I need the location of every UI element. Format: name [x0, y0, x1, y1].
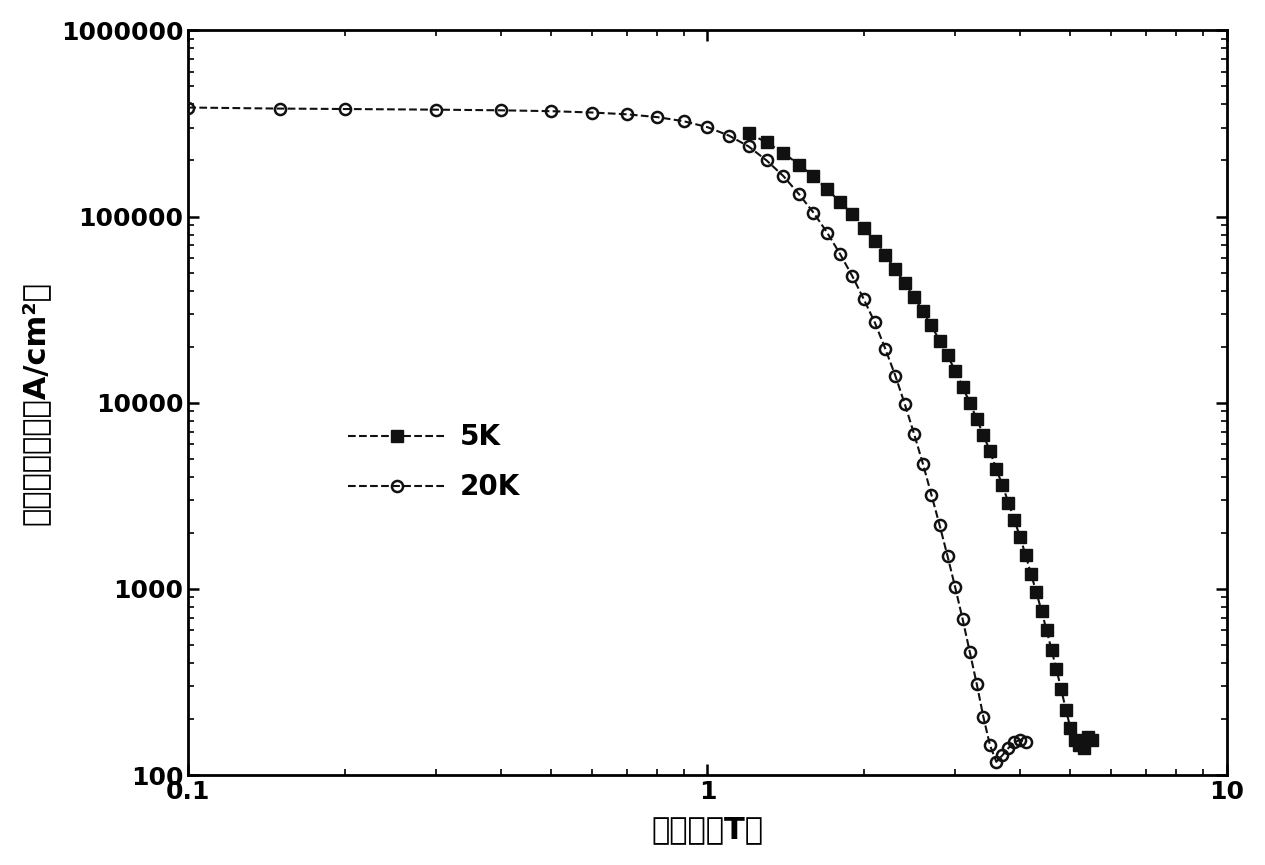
- 5K: [983, 446, 998, 457]
- Y-axis label: 临界电流密度（A/cm²）: 临界电流密度（A/cm²）: [20, 281, 49, 525]
- 20K: [272, 104, 287, 114]
- 20K: [955, 614, 970, 625]
- 5K: [923, 320, 939, 330]
- 20K: [907, 429, 922, 439]
- 5K: [1039, 625, 1054, 636]
- 20K: [741, 141, 756, 151]
- 20K: [181, 102, 196, 112]
- 20K: [1007, 737, 1022, 747]
- 5K: [1018, 550, 1034, 561]
- 20K: [792, 189, 807, 199]
- 5K: [888, 264, 903, 274]
- 5K: [897, 278, 912, 288]
- 5K: [947, 366, 963, 376]
- 5K: [989, 464, 1004, 474]
- 5K: [1059, 704, 1074, 714]
- 5K: [775, 148, 791, 158]
- 5K: [1049, 664, 1064, 675]
- 20K: [775, 171, 791, 182]
- 5K: [1012, 532, 1027, 542]
- 5K: [916, 306, 931, 317]
- 20K: [1001, 743, 1016, 753]
- 5K: [741, 128, 756, 138]
- 20K: [676, 116, 691, 126]
- 20K: [932, 520, 947, 530]
- 20K: [806, 208, 821, 218]
- 20K: [845, 271, 860, 281]
- 5K: [1044, 644, 1059, 655]
- 5K: [1063, 722, 1078, 733]
- 5K: [1023, 569, 1039, 580]
- 20K: [868, 317, 883, 328]
- 5K: [832, 196, 848, 207]
- 5K: [955, 381, 970, 392]
- X-axis label: 外磁场（T）: 外磁场（T）: [651, 815, 764, 844]
- 5K: [856, 222, 872, 233]
- 5K: [820, 184, 835, 195]
- 5K: [994, 480, 1009, 490]
- 5K: [940, 350, 955, 361]
- 20K: [963, 647, 978, 657]
- 5K: [1077, 743, 1092, 753]
- 20K: [429, 105, 444, 115]
- 20K: [584, 107, 600, 118]
- 5K: [1080, 732, 1095, 742]
- 20K: [947, 582, 963, 593]
- 20K: [975, 712, 990, 722]
- 5K: [806, 171, 821, 182]
- 20K: [989, 757, 1004, 767]
- 5K: [1007, 515, 1022, 525]
- 20K: [994, 750, 1009, 760]
- Line: 20K: 20K: [182, 102, 1031, 767]
- 20K: [700, 122, 715, 132]
- 5K: [845, 209, 860, 220]
- 20K: [336, 104, 352, 114]
- 5K: [969, 413, 984, 424]
- 20K: [1018, 737, 1034, 747]
- 5K: [1028, 587, 1044, 598]
- 5K: [878, 250, 893, 260]
- 5K: [932, 336, 947, 346]
- 5K: [1001, 497, 1016, 508]
- 20K: [856, 294, 872, 304]
- 20K: [897, 400, 912, 410]
- 5K: [759, 138, 774, 148]
- 20K: [878, 343, 893, 354]
- 20K: [832, 249, 848, 260]
- 5K: [1034, 606, 1049, 617]
- 5K: [1054, 684, 1069, 695]
- 20K: [940, 551, 955, 561]
- 20K: [544, 106, 559, 117]
- 20K: [759, 156, 774, 166]
- 5K: [907, 292, 922, 302]
- 20K: [923, 490, 939, 500]
- 20K: [620, 109, 635, 119]
- 20K: [888, 370, 903, 381]
- 20K: [493, 106, 509, 116]
- 20K: [820, 227, 835, 238]
- 20K: [916, 458, 931, 469]
- 5K: [975, 430, 990, 440]
- 5K: [792, 159, 807, 170]
- 5K: [1068, 734, 1083, 745]
- 5K: [868, 235, 883, 246]
- 20K: [1012, 734, 1027, 745]
- Legend: 5K, 20K: 5K, 20K: [338, 412, 531, 513]
- Line: 5K: 5K: [743, 128, 1098, 753]
- 5K: [1071, 740, 1087, 750]
- 5K: [1084, 734, 1099, 745]
- 20K: [650, 112, 665, 122]
- 20K: [969, 678, 984, 689]
- 20K: [983, 740, 998, 750]
- 5K: [963, 398, 978, 408]
- 20K: [721, 131, 736, 141]
